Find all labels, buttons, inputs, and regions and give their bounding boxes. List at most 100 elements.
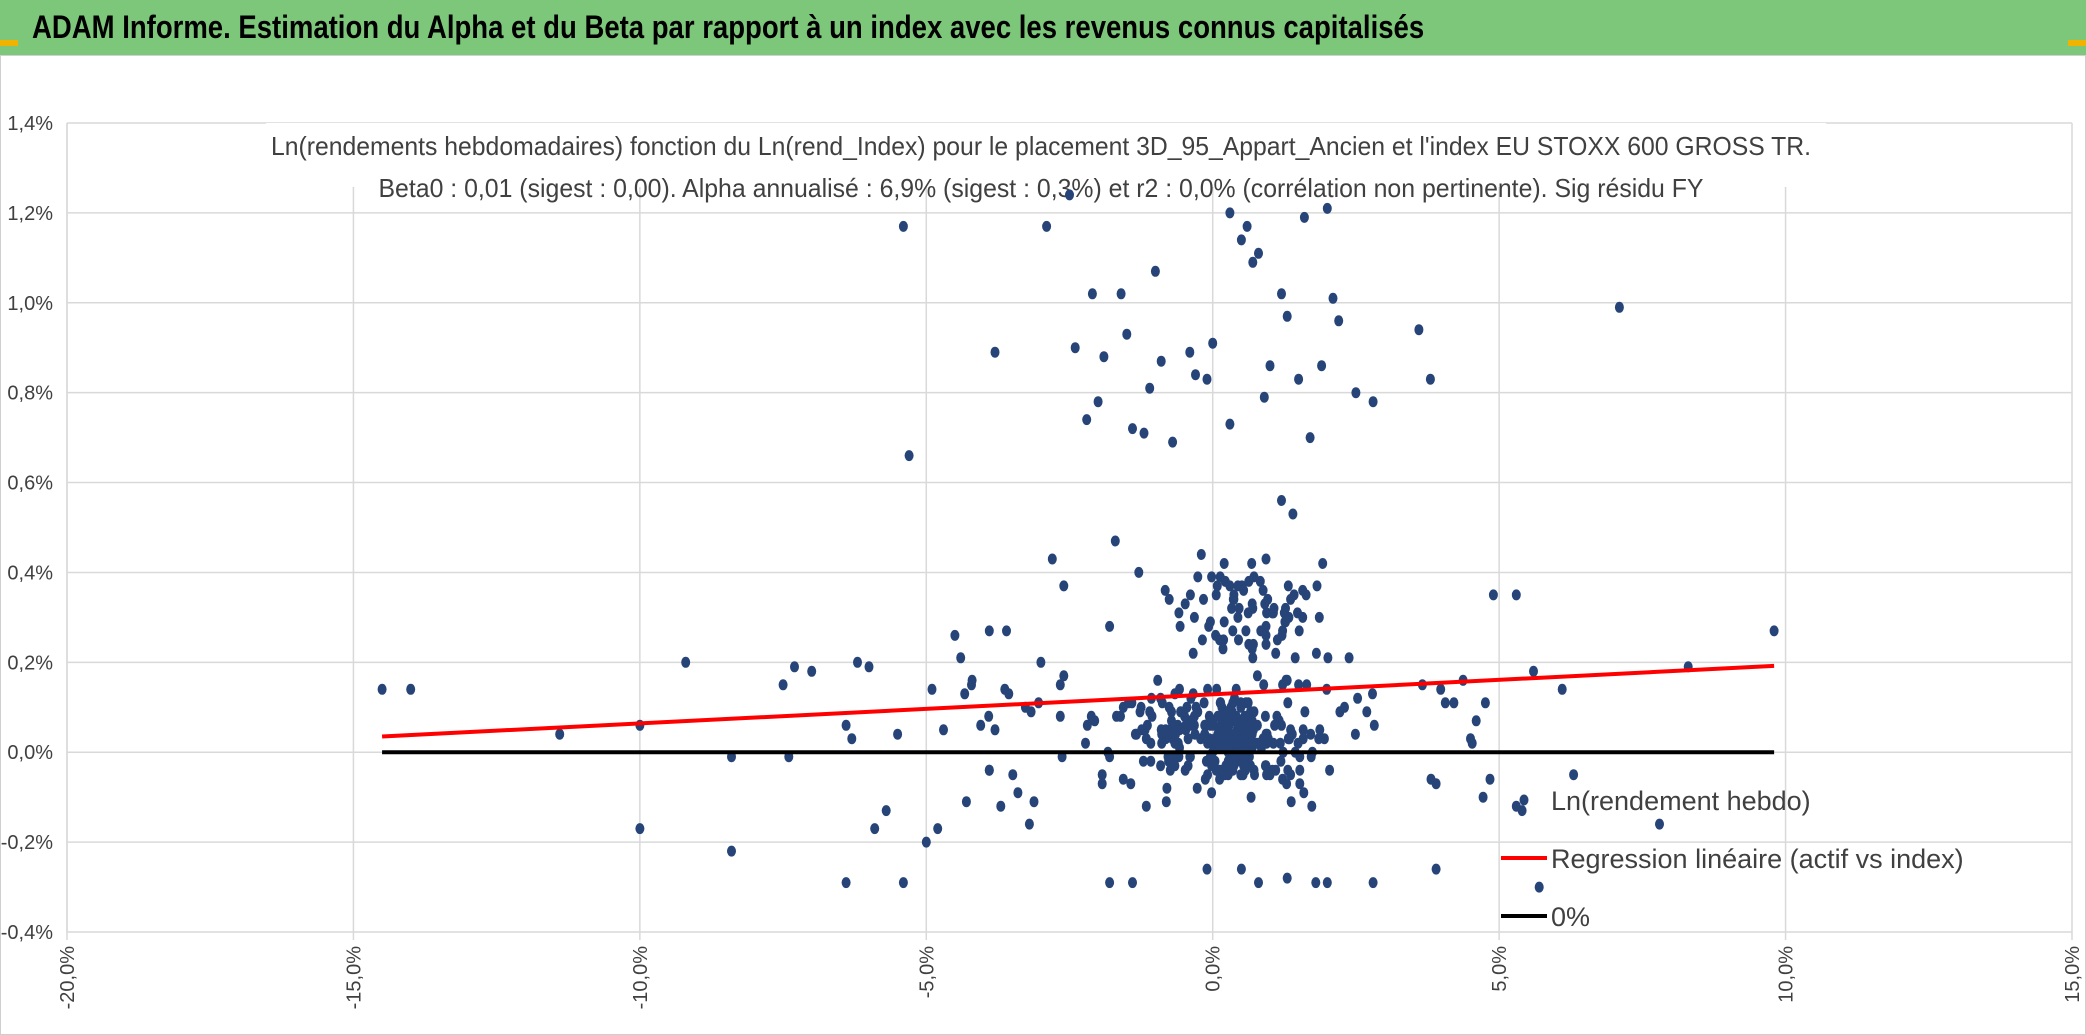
data-point [1282, 674, 1292, 686]
data-point [1769, 625, 1779, 637]
data-point [1223, 733, 1233, 745]
y-tick-label: 0,2% [7, 652, 53, 674]
data-point [1335, 706, 1345, 718]
data-point [1478, 791, 1488, 803]
data-point [1167, 706, 1176, 718]
data-point [1136, 701, 1146, 713]
data-point [1314, 611, 1324, 623]
data-point [1203, 683, 1213, 695]
data-point [681, 656, 691, 668]
data-point [1246, 791, 1256, 803]
data-point [1082, 719, 1092, 731]
data-point [1259, 391, 1269, 403]
data-point [1293, 607, 1302, 619]
data-point [1290, 652, 1300, 664]
data-point [1265, 769, 1275, 781]
data-point [984, 710, 994, 722]
corner-marker-right [2068, 40, 2086, 46]
data-point [961, 796, 971, 808]
data-point [1082, 414, 1092, 426]
data-point [1368, 877, 1378, 889]
data-point [1436, 683, 1446, 695]
data-point [1213, 710, 1223, 722]
data-point [1353, 692, 1363, 704]
data-point [1200, 719, 1210, 731]
data-point [933, 823, 943, 835]
data-point [1488, 589, 1498, 601]
data-point [406, 683, 416, 695]
data-point [950, 629, 960, 641]
scatter-chart: Ln(rendements hebdomadaires) fonction du… [1, 113, 2084, 1010]
chart-area: Ln(rendements hebdomadaires) fonction du… [0, 55, 2086, 1035]
data-point [956, 652, 966, 664]
data-point [1157, 737, 1167, 749]
data-point [1277, 288, 1286, 300]
data-point [807, 665, 817, 677]
data-point [1295, 778, 1305, 790]
regression-line [381, 663, 1775, 739]
data-point [1128, 877, 1137, 889]
data-point [921, 836, 931, 848]
data-point [1199, 697, 1209, 709]
data-point [1200, 728, 1210, 740]
x-tick-label: -20,0% [57, 946, 79, 1010]
data-point [1093, 396, 1103, 408]
data-point [1197, 634, 1207, 646]
data-point [1139, 427, 1149, 439]
data-point [1110, 535, 1120, 547]
data-point [984, 625, 994, 637]
data-point [1236, 719, 1246, 731]
data-point [1202, 863, 1212, 875]
data-point [1174, 607, 1184, 619]
data-point [1249, 706, 1259, 718]
data-point [881, 805, 891, 817]
data-point [1252, 670, 1262, 682]
x-tick-label: 0,0% [1203, 946, 1225, 992]
data-point [1207, 571, 1217, 583]
series-lines [381, 663, 1775, 755]
data-point [1211, 589, 1221, 601]
data-point [1288, 508, 1298, 520]
data-point [1086, 710, 1096, 722]
data-point [1233, 611, 1243, 623]
data-point [1097, 778, 1107, 790]
data-point [1150, 265, 1160, 277]
data-point [1243, 607, 1253, 619]
data-point [1248, 724, 1258, 736]
data-point [1262, 737, 1272, 749]
data-point [1248, 652, 1258, 664]
corner-marker-left [0, 40, 18, 46]
data-point [1029, 796, 1039, 808]
data-point [377, 683, 387, 695]
data-point [1431, 863, 1441, 875]
data-point [1202, 373, 1212, 385]
data-point [1013, 787, 1023, 799]
data-point [1485, 773, 1495, 785]
data-point [1276, 755, 1286, 767]
data-point [1237, 580, 1247, 592]
data-point [1283, 764, 1293, 776]
data-point [1223, 755, 1233, 767]
data-point [1192, 782, 1202, 794]
data-point [1248, 638, 1258, 650]
data-point [1287, 728, 1297, 740]
data-point [1215, 571, 1225, 583]
data-point [1282, 310, 1292, 322]
legend-scatter-entry: Ln(rendement hebdo) [1551, 786, 1811, 816]
data-point [1234, 634, 1243, 646]
data-point [1180, 764, 1190, 776]
data-point [1350, 728, 1360, 740]
data-point [1026, 706, 1036, 718]
data-point [1322, 877, 1332, 889]
x-tick-label: 15,0% [2062, 946, 2084, 1003]
data-point [1254, 877, 1263, 889]
data-point [1225, 207, 1235, 219]
data-point [1269, 602, 1279, 614]
data-point [1282, 872, 1292, 884]
data-point [1140, 724, 1150, 736]
data-point [1162, 782, 1172, 794]
data-point [1208, 337, 1218, 349]
data-point [1298, 724, 1308, 736]
data-point [1122, 328, 1132, 340]
data-point [853, 656, 862, 668]
